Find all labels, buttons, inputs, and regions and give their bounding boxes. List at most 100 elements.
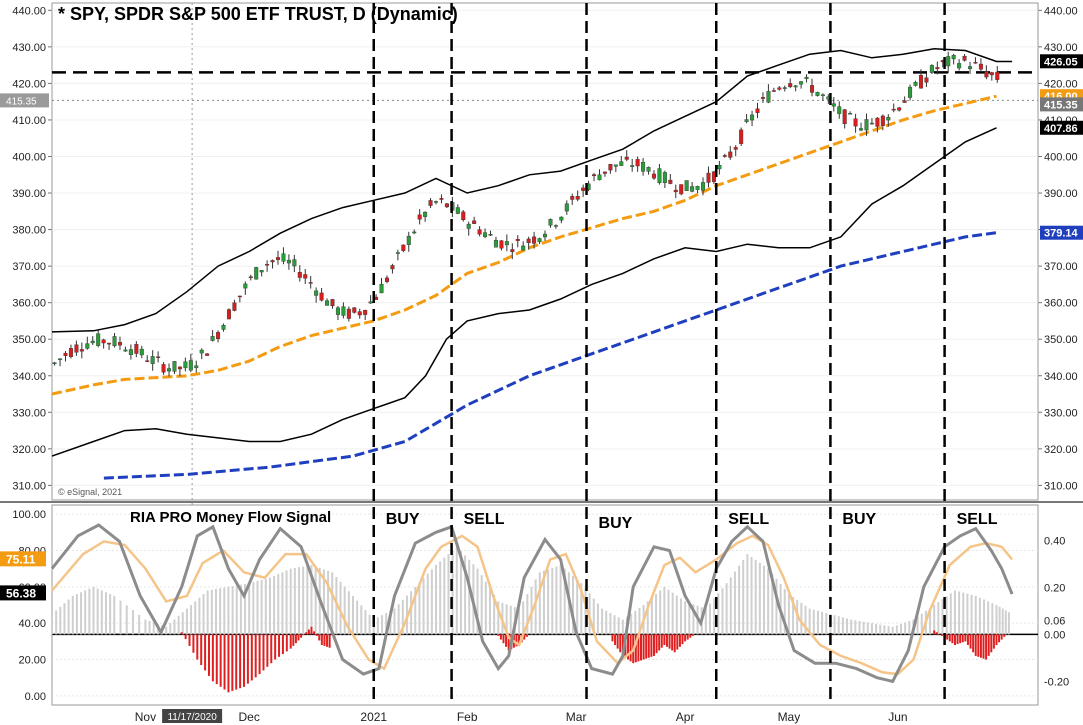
candle-body	[210, 336, 215, 341]
candle-body	[908, 86, 913, 98]
candle-body	[363, 309, 368, 315]
candle-body	[226, 309, 231, 320]
candle-body	[820, 94, 825, 96]
candle-body	[831, 103, 836, 107]
flow-y-tick-label-right: 0.00	[1044, 629, 1065, 641]
candle-body	[183, 361, 188, 369]
candle-body	[728, 151, 733, 158]
candle-body	[199, 349, 204, 354]
price-panel: 440.00 440.00 430.00 430.00 420.00 420.00 410.…	[0, 2, 1083, 705]
price-y-tick-label: 340.00	[12, 371, 46, 383]
candle-body	[58, 358, 63, 360]
candle-body	[744, 119, 749, 123]
candle-body	[859, 128, 864, 131]
candle-body	[79, 349, 84, 352]
price-y-tick-label-right: 330.00	[1044, 407, 1078, 419]
candle-body	[406, 235, 411, 245]
candle-body	[924, 77, 929, 83]
x-axis-label: Mar	[566, 710, 587, 724]
right-value-tag: 379.14	[1044, 228, 1079, 240]
candle-body	[706, 172, 711, 183]
candle-body	[286, 259, 291, 264]
candle-body	[216, 332, 221, 340]
flow-y-tick-label-right: 0.40	[1044, 535, 1065, 547]
candle-body	[417, 214, 422, 220]
candle-body	[951, 55, 956, 60]
candle-body	[995, 71, 1000, 80]
left-price-tag: 415.35	[6, 96, 37, 107]
candle-body	[869, 122, 874, 125]
candle-body	[957, 63, 962, 69]
candle-body	[526, 238, 531, 243]
candle-body	[673, 189, 678, 193]
candle-body	[325, 300, 330, 306]
right-value-tag: 407.86	[1044, 123, 1078, 135]
flow-y-tick-label: 40.00	[18, 618, 46, 630]
candle-body	[346, 308, 351, 319]
candle-body	[597, 174, 602, 181]
candle-body	[117, 342, 122, 346]
x-highlight-bg	[162, 709, 223, 723]
candle-body	[690, 186, 695, 192]
candle-body	[875, 117, 880, 127]
candle-body	[412, 231, 417, 234]
series-line-50-day-MA	[51, 94, 997, 396]
candle-body	[96, 333, 101, 346]
candle-body	[314, 290, 319, 296]
candle-body	[619, 161, 624, 166]
series-line-upper-band	[51, 47, 1013, 333]
candle-body	[259, 270, 264, 273]
x-axis-label: Dec	[239, 710, 260, 724]
candle-body	[891, 108, 896, 111]
flow-y-tick-label: 20.00	[18, 655, 46, 667]
candle-body	[613, 164, 618, 167]
flow-fast-line	[50, 523, 1014, 684]
candle-body	[739, 129, 744, 144]
candle-body	[384, 277, 389, 282]
signal-annotation: SELL	[728, 511, 769, 528]
candle-body	[341, 306, 346, 316]
price-y-tick-label: 360.00	[12, 298, 46, 310]
flow-y-tick-label-right: 0.06	[1044, 615, 1065, 627]
candle-body	[488, 234, 493, 236]
candle-body	[984, 71, 989, 78]
candle-body	[270, 260, 275, 263]
candle-body	[477, 229, 482, 235]
candle-body	[575, 196, 580, 200]
x-axis-label: Jun	[888, 710, 907, 724]
candle-body	[504, 241, 509, 246]
price-plot-frame	[51, 2, 1039, 501]
candle-body	[205, 353, 210, 356]
candle-body	[684, 180, 689, 191]
candle-body	[717, 165, 722, 170]
flow-left-tag: 75.11	[6, 552, 36, 566]
price-y-tick-label-right: 320.00	[1044, 444, 1078, 456]
candle-body	[918, 74, 923, 89]
candle-body	[973, 62, 978, 64]
signal-annotation: BUY	[599, 515, 633, 532]
candle-body	[194, 365, 199, 368]
candle-body	[897, 107, 902, 111]
candle-body	[74, 344, 79, 353]
candle-body	[276, 257, 281, 260]
x-axis-label: Apr	[676, 710, 695, 724]
candle-body	[52, 362, 57, 365]
price-y-tick-label-right: 360.00	[1044, 298, 1078, 310]
price-y-tick-label: 420.00	[12, 78, 46, 90]
candle-body	[962, 55, 967, 61]
candle-body	[946, 56, 951, 67]
price-y-tick-label-right: 420.00	[1044, 78, 1078, 90]
right-value-tag-bg	[1040, 225, 1083, 240]
candle-body	[788, 83, 793, 88]
candle-body	[695, 186, 700, 190]
candle-body	[755, 108, 760, 113]
candle-body	[335, 307, 340, 315]
series-line-200-day-MA	[103, 231, 997, 480]
price-y-tick-label: 410.00	[12, 115, 46, 127]
candle-body	[156, 356, 161, 358]
right-value-tag-bg	[1040, 120, 1083, 135]
candle-body	[766, 91, 771, 103]
price-y-tick-label-right: 390.00	[1044, 188, 1078, 200]
price-y-tick-label-right: 340.00	[1044, 371, 1078, 383]
candle-body	[679, 184, 684, 195]
